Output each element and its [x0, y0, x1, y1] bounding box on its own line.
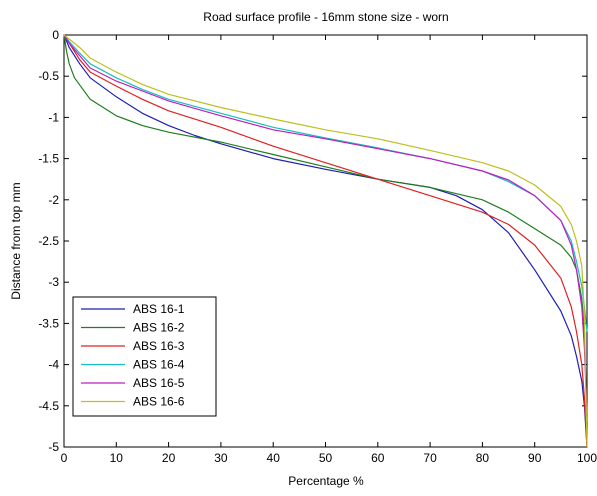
x-tick-label: 30 [214, 451, 228, 465]
series-line-2 [63, 34, 588, 423]
y-tick-label: -2 [48, 193, 59, 207]
x-tick-label: 10 [110, 451, 124, 465]
legend: ABS 16-1 ABS 16-2 ABS 16-3 ABS 16-4 ABS 16-5… [72, 296, 217, 417]
x-tick-label: 40 [267, 451, 281, 465]
x-tick-label: 90 [528, 451, 542, 465]
y-tick-label: 0 [52, 28, 59, 42]
x-tick-label: 20 [162, 451, 176, 465]
chart-title: Road surface profile - 16mm stone size -… [203, 10, 448, 24]
legend-box [72, 296, 217, 417]
x-tick-label: 80 [476, 451, 490, 465]
legend-label: ABS 16-3 [133, 339, 185, 353]
y-tick-label: -5 [48, 440, 59, 454]
y-tick-label: -1 [48, 110, 59, 124]
legend-label: ABS 16-1 [133, 302, 185, 316]
legend-label: ABS 16-5 [133, 376, 185, 390]
x-tick-label: 70 [423, 451, 437, 465]
y-tick-label: -3.5 [38, 316, 59, 330]
y-tick-label: -3 [48, 275, 59, 289]
legend-label: ABS 16-6 [133, 395, 185, 409]
y-tick-label: -2.5 [38, 234, 59, 248]
y-axis-label: Distance from top mm [9, 182, 23, 299]
y-tick-label: -4.5 [38, 399, 59, 413]
x-tick-label: 0 [61, 451, 68, 465]
x-tick-label: 50 [319, 451, 333, 465]
legend-label: ABS 16-2 [133, 321, 185, 335]
x-tick-label: 100 [577, 451, 597, 465]
x-tick-label: 60 [371, 451, 385, 465]
y-tick-label: -0.5 [38, 69, 59, 83]
y-tick-label: -4 [48, 358, 59, 372]
legend-label: ABS 16-4 [133, 358, 185, 372]
series-line-5 [63, 34, 588, 415]
series-line-4 [63, 34, 588, 332]
series-line-6 [63, 34, 588, 448]
x-axis-label: Percentage % [288, 474, 364, 488]
series-line-3 [63, 34, 588, 448]
plot-area: 0 10 20 30 40 50 60 70 80 90 100 0 -0.5 -1 -1.5 -2 -2.5 -… [38, 28, 597, 465]
y-tick-label: -1.5 [38, 152, 59, 166]
